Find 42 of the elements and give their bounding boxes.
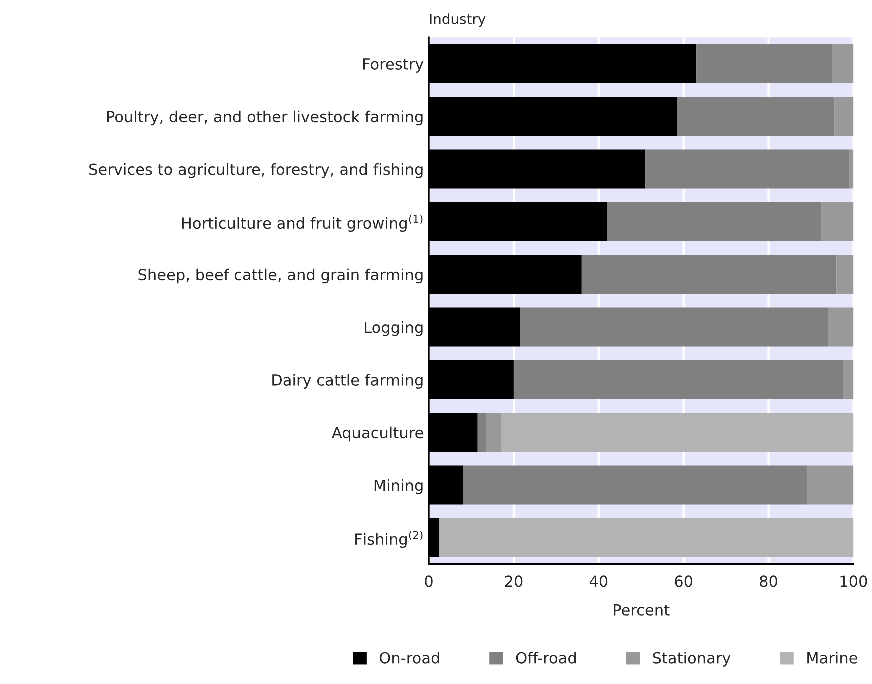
y-tick-label: Logging — [365, 321, 423, 336]
bar — [501, 413, 854, 452]
legend-label: Off-road — [516, 652, 576, 664]
bar — [834, 97, 854, 136]
bar — [478, 413, 486, 452]
y-tick-label: Poultry, deer, and other livestock farming — [107, 110, 423, 126]
x-tick-label: 40 — [590, 576, 608, 588]
bar — [696, 44, 832, 84]
x-tick-label: 20 — [505, 576, 523, 588]
bar — [836, 255, 854, 294]
bar — [440, 518, 854, 558]
x-tick-label: 80 — [760, 576, 778, 588]
legend-label: Stationary — [653, 652, 731, 667]
legend-label: Marine — [808, 652, 858, 664]
y-tick-label: Services to agriculture, forestry, and fishing — [90, 163, 423, 178]
y-tick-label: Mining — [374, 479, 423, 494]
y-axis-title: Industry — [430, 14, 486, 28]
y-tick-label: Forestry — [363, 58, 424, 73]
bar — [646, 150, 850, 189]
y-tick-label: Fishing$^{(2)}$ — [356, 530, 423, 548]
bar — [486, 413, 502, 452]
y-tick-label: Aquaculture — [332, 426, 424, 442]
bar — [677, 97, 835, 136]
bar — [582, 255, 837, 294]
bar — [462, 466, 807, 505]
bar — [607, 202, 822, 242]
bar — [806, 466, 854, 505]
x-tick-label: 100 — [840, 576, 868, 588]
bar — [849, 150, 854, 189]
bar — [520, 308, 828, 347]
y-tick-label: Horticulture and fruit growing$^{(1)}$ — [182, 214, 423, 232]
x-tick-label: 60 — [675, 576, 693, 588]
bar — [822, 202, 854, 242]
x-tick-label: 0 — [425, 576, 433, 588]
bar — [832, 44, 854, 84]
legend-label: On-road — [380, 652, 440, 664]
bar — [828, 308, 854, 347]
bar — [843, 360, 854, 400]
y-tick-label: Sheep, beef cattle, and grain farming — [138, 268, 423, 284]
x-axis-title: Percent — [614, 604, 670, 616]
bar — [514, 360, 844, 400]
y-tick-label: Dairy cattle farming — [272, 374, 423, 389]
